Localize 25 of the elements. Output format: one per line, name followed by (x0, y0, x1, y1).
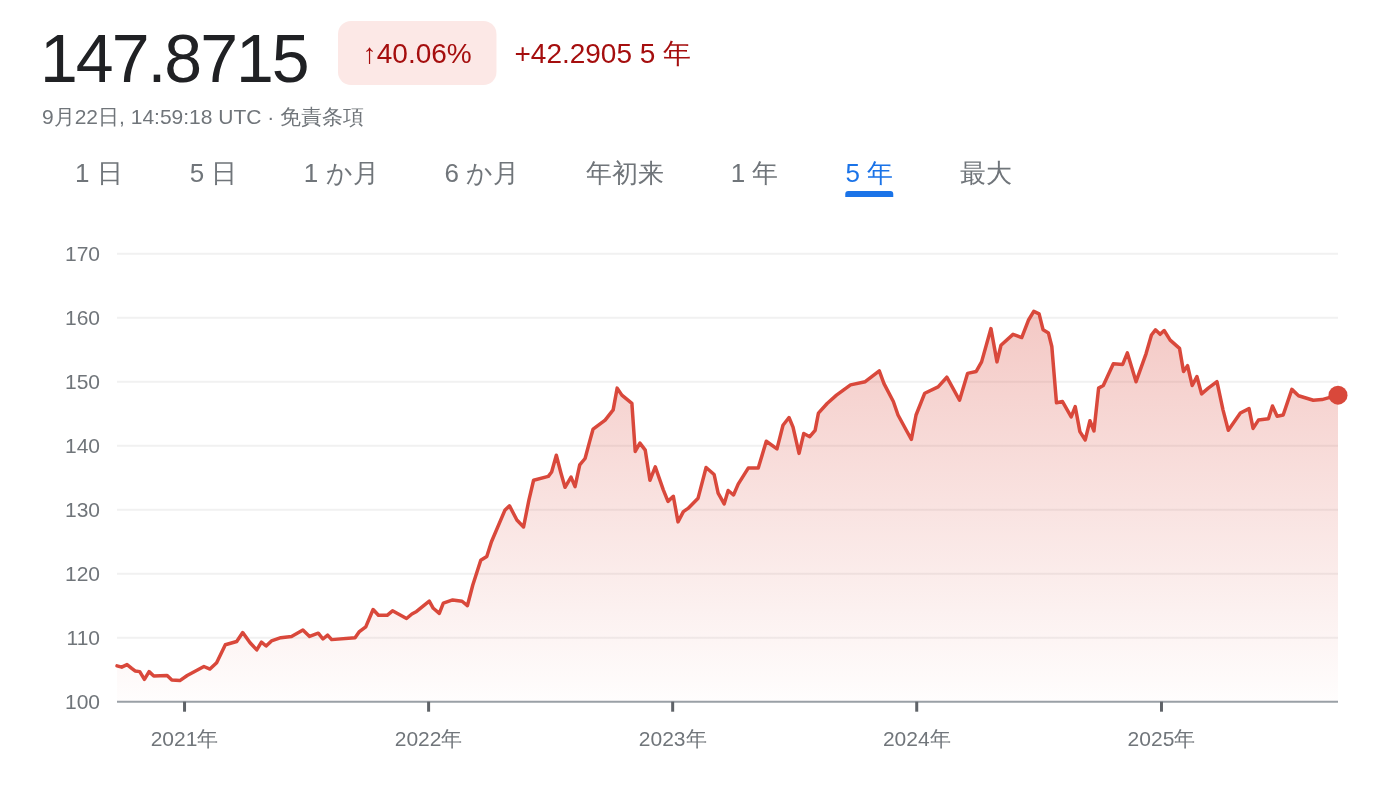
x-tick-label: 2022年 (394, 727, 463, 750)
y-tick-label: 120 (64, 562, 100, 586)
y-tick-label: 160 (64, 306, 100, 330)
y-tick-label: 150 (64, 370, 100, 394)
text: +42.2905 5 年 (514, 38, 692, 69)
y-tick-label: 100 (64, 690, 100, 714)
y-tick-label: 170 (64, 242, 100, 266)
y-tick-label: 140 (64, 434, 100, 458)
text: 5 年 (845, 158, 894, 188)
x-tick-label: 2021年 (150, 727, 219, 750)
text: 1 年 (730, 158, 779, 188)
y-tick-label: 130 (64, 498, 100, 522)
text: 6 か月 (444, 158, 520, 188)
chart-title: 147.8715 (40, 20, 308, 96)
text: 1 日 (75, 158, 123, 188)
x-tick-label: 2025年 (1127, 727, 1196, 750)
text: ↑40.06% (362, 38, 472, 69)
x-tick-label: 2023年 (638, 727, 707, 750)
text: 最大 (960, 158, 1013, 188)
y-tick-label: 110 (66, 626, 100, 650)
chart-subtitle: 9月22日, 14:59:18 UTC · 免責条項 (42, 105, 365, 128)
x-tick-label: 2024年 (882, 727, 951, 750)
text: 5 日 (189, 158, 238, 188)
text: 年初来 (585, 158, 664, 188)
text: 1 か月 (303, 158, 379, 188)
